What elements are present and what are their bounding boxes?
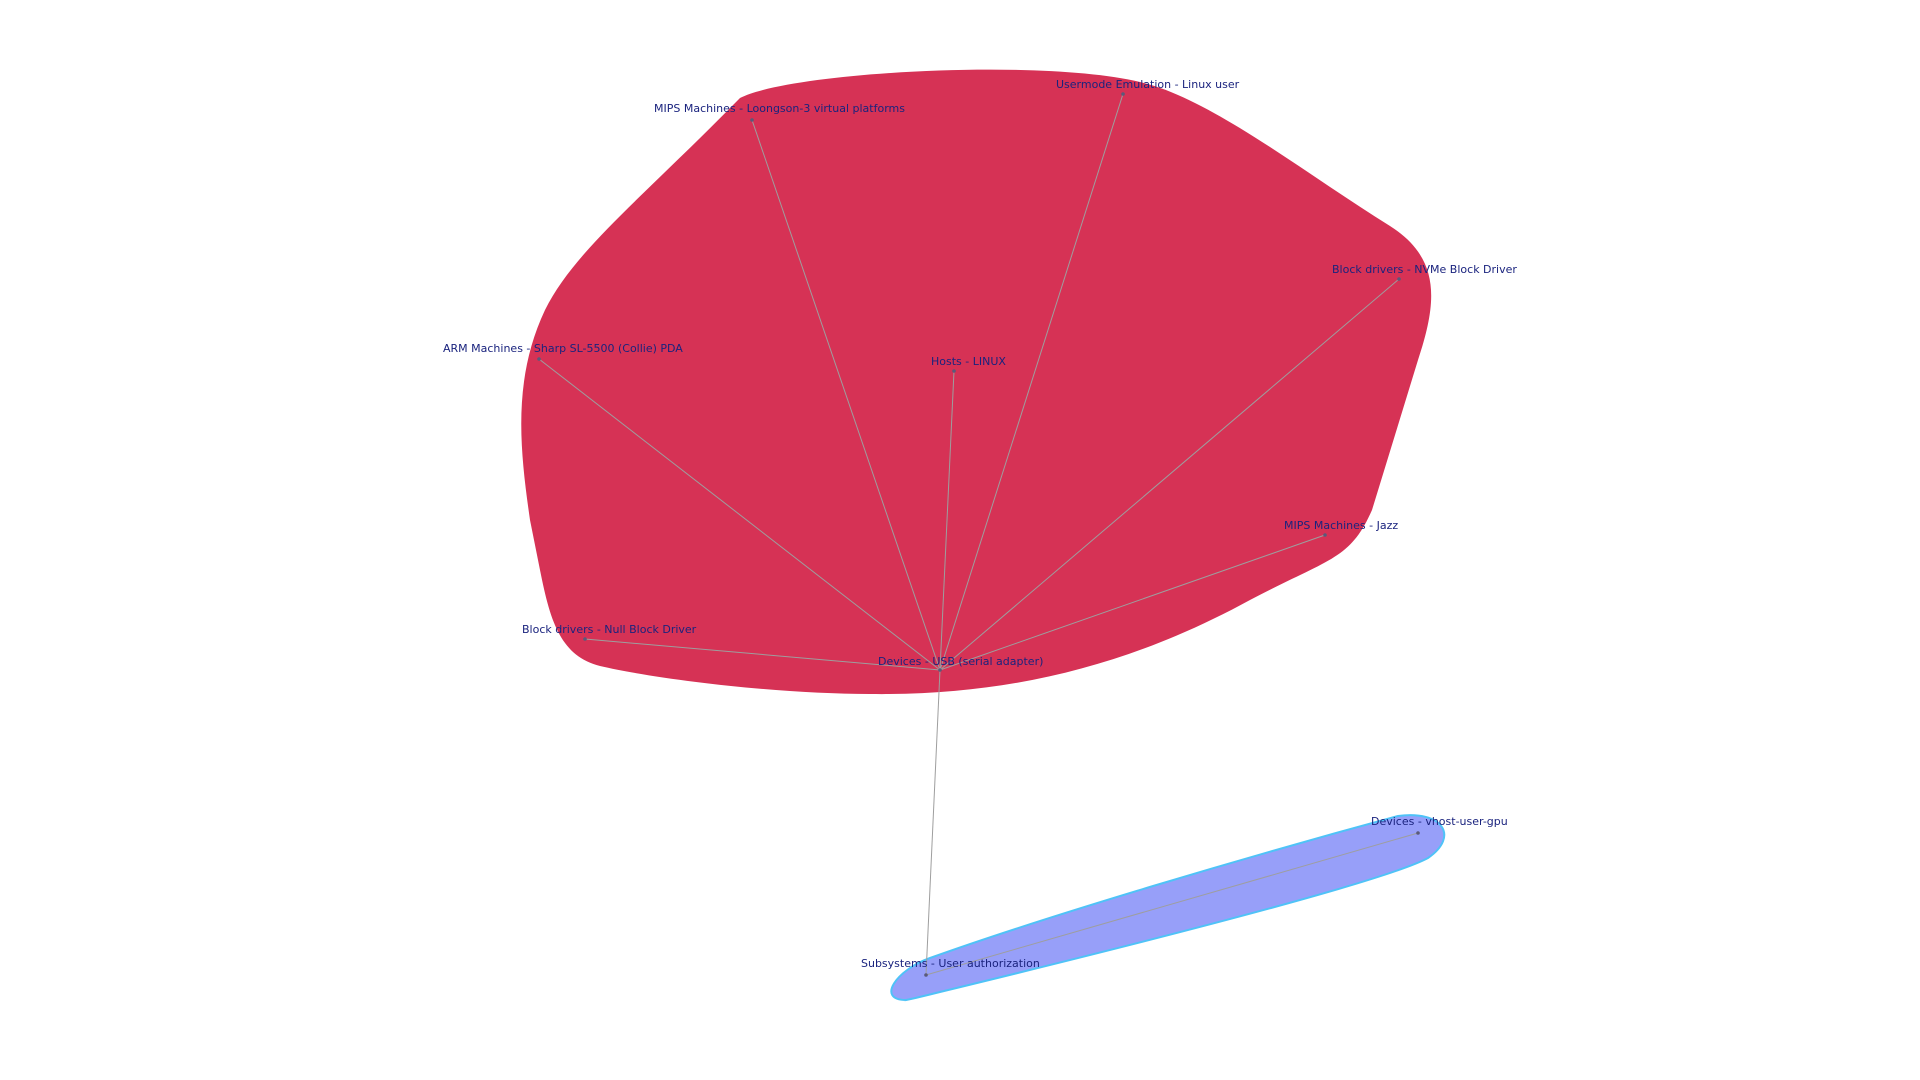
node-label: Subsystems - User authorization xyxy=(861,957,1040,970)
node-dot xyxy=(1323,533,1327,537)
node-label: ARM Machines - Sharp SL-5500 (Collie) PD… xyxy=(443,342,683,355)
node-dot xyxy=(537,357,541,361)
node-label: MIPS Machines - Jazz xyxy=(1284,519,1398,532)
node-dot xyxy=(1397,277,1401,281)
node-dot xyxy=(938,668,942,672)
node-dot xyxy=(1121,92,1125,96)
node-dot xyxy=(952,369,956,373)
node-label: Devices - USB (serial adapter) xyxy=(878,655,1043,668)
node-dot xyxy=(924,973,928,977)
cluster-blue-hull xyxy=(891,815,1444,1000)
node-dot xyxy=(750,118,754,122)
edge-usb-userauth xyxy=(926,670,940,975)
node-label: Block drivers - Null Block Driver xyxy=(522,623,697,636)
edge-userauth-vhostgpu xyxy=(926,833,1418,975)
node-label: Devices - vhost-user-gpu xyxy=(1371,815,1508,828)
node-label: MIPS Machines - Loongson-3 virtual platf… xyxy=(654,102,905,115)
node-dot xyxy=(1416,831,1420,835)
cluster-red-hull xyxy=(521,70,1431,694)
node-label: Usermode Emulation - Linux user xyxy=(1056,78,1240,91)
node-label: Hosts - LINUX xyxy=(931,355,1006,368)
node-label: Block drivers - NVMe Block Driver xyxy=(1332,263,1517,276)
node-dot xyxy=(583,637,587,641)
